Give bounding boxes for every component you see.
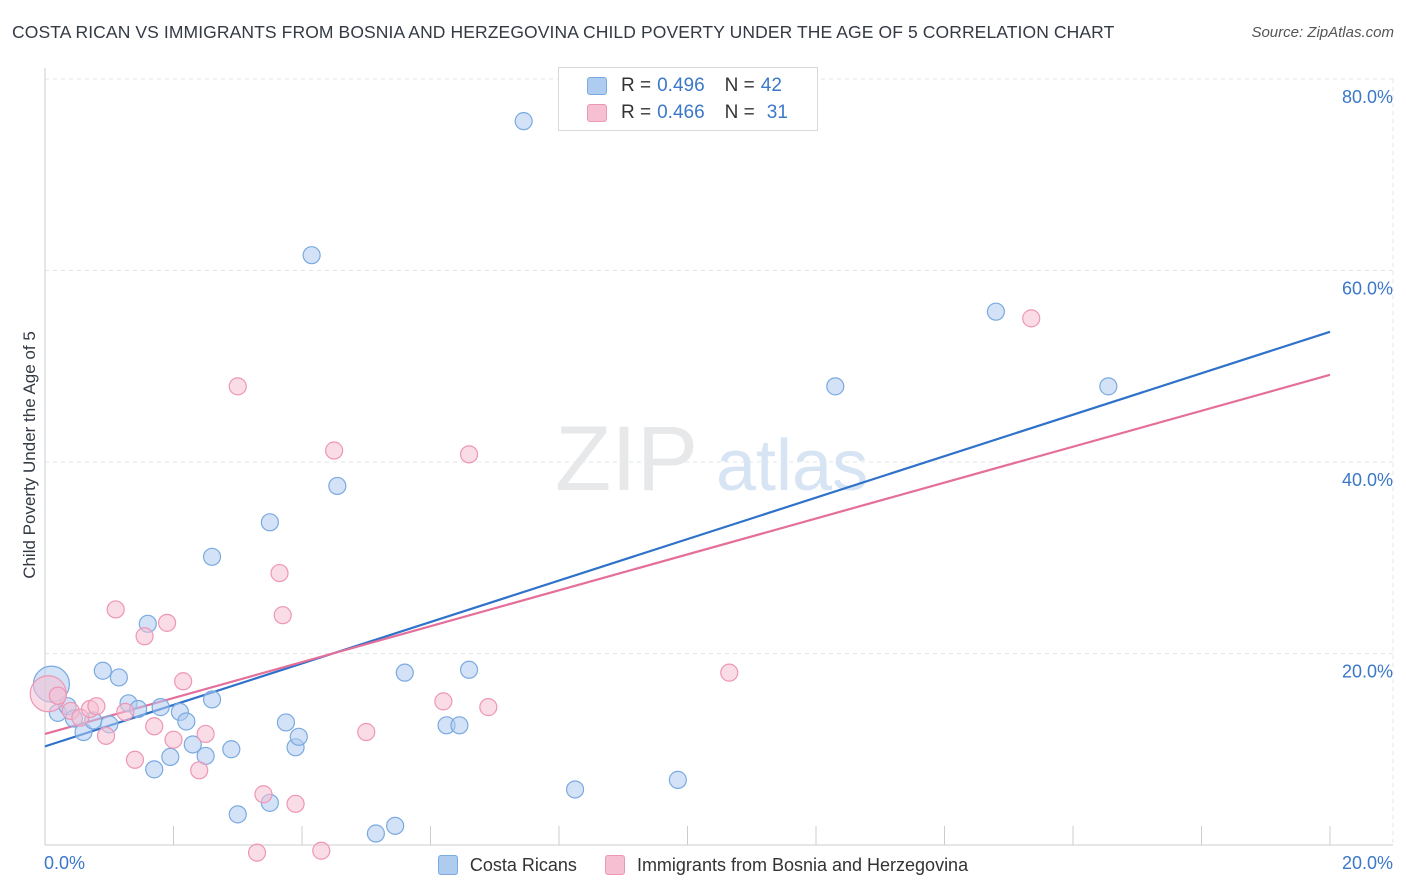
data-point bbox=[386, 816, 405, 835]
axes bbox=[44, 68, 1393, 846]
data-point bbox=[157, 613, 177, 632]
legend-swatch-blue bbox=[587, 77, 607, 95]
data-point bbox=[1099, 377, 1118, 396]
data-point bbox=[196, 724, 215, 744]
r-label: R = bbox=[621, 75, 652, 96]
data-point bbox=[222, 740, 241, 759]
data-point bbox=[514, 112, 533, 131]
data-point bbox=[190, 761, 209, 780]
data-point bbox=[177, 712, 196, 731]
data-point bbox=[826, 377, 845, 396]
data-point bbox=[366, 824, 385, 843]
data-point bbox=[116, 702, 135, 722]
data-point bbox=[228, 805, 247, 824]
data-point bbox=[164, 730, 183, 749]
data-point bbox=[125, 750, 145, 769]
data-point bbox=[247, 843, 267, 862]
tick-labels: 20.0% 40.0% 60.0% 80.0% 0.0% 20.0% bbox=[44, 87, 1393, 873]
data-point bbox=[183, 735, 202, 754]
y-tick-label: 80.0% bbox=[1342, 87, 1393, 107]
data-point bbox=[1022, 309, 1041, 328]
data-point bbox=[161, 747, 180, 767]
data-point bbox=[96, 726, 116, 745]
data-point bbox=[145, 717, 164, 736]
y-tick-label: 20.0% bbox=[1342, 662, 1393, 682]
legend-label: Costa Ricans bbox=[469, 854, 577, 875]
data-point bbox=[273, 606, 292, 625]
data-point bbox=[109, 668, 128, 687]
data-point bbox=[174, 672, 193, 691]
data-point bbox=[228, 377, 247, 396]
chart-title: COSTA RICAN VS IMMIGRANTS FROM BOSNIA AN… bbox=[12, 22, 1115, 42]
data-point bbox=[276, 713, 296, 732]
n-value: 31 bbox=[766, 102, 788, 123]
data-point bbox=[720, 663, 739, 682]
data-point bbox=[325, 441, 344, 460]
data-point bbox=[260, 513, 279, 532]
data-point bbox=[565, 780, 585, 799]
n-value: 42 bbox=[760, 75, 782, 96]
trend-lines bbox=[44, 330, 1331, 748]
data-point bbox=[93, 661, 112, 680]
data-point bbox=[312, 841, 331, 860]
data-point bbox=[202, 690, 222, 709]
n-label: N = bbox=[724, 102, 755, 123]
data-point bbox=[270, 563, 289, 583]
data-point bbox=[151, 698, 170, 717]
data-point bbox=[668, 770, 687, 789]
x-tick-label: 0.0% bbox=[44, 853, 85, 873]
source-credit: Source: ZipAtlas.com bbox=[1251, 24, 1394, 41]
data-point bbox=[328, 476, 347, 496]
data-point bbox=[87, 697, 106, 716]
data-point bbox=[479, 698, 498, 717]
n-label: N = bbox=[724, 75, 755, 96]
y-tick-label: 40.0% bbox=[1342, 470, 1393, 490]
data-point bbox=[289, 727, 308, 746]
legend-swatch-blue bbox=[437, 855, 458, 875]
x-tick-label: 20.0% bbox=[1342, 853, 1393, 873]
legend-swatch-pink bbox=[604, 855, 625, 875]
correlation-legend: R = 0.496 N = 42 R = 0.466 N = 31 bbox=[558, 67, 818, 131]
data-point bbox=[986, 302, 1006, 321]
legend-label: Immigrants from Bosnia and Herzegovina bbox=[636, 854, 969, 875]
legend-swatch-pink bbox=[587, 104, 607, 122]
r-label: R = bbox=[621, 102, 652, 123]
watermark: ZIP atlas bbox=[555, 408, 868, 510]
data-point bbox=[459, 660, 479, 679]
data-points bbox=[29, 112, 1118, 862]
r-value: 0.466 bbox=[657, 102, 705, 123]
legend-row-bosnia: R = 0.466 N = 31 bbox=[587, 100, 788, 126]
data-point bbox=[145, 760, 164, 779]
legend-item-costa-ricans[interactable]: Costa Ricans bbox=[437, 854, 577, 876]
data-point bbox=[202, 547, 222, 566]
grid-lines bbox=[45, 78, 1394, 845]
data-point bbox=[48, 686, 67, 705]
data-point bbox=[302, 246, 321, 265]
series-points-pink bbox=[29, 309, 1041, 862]
data-point bbox=[434, 692, 453, 711]
series-points-blue bbox=[32, 112, 1118, 843]
data-point bbox=[135, 627, 154, 646]
trend-line-blue bbox=[44, 330, 1331, 748]
data-point bbox=[254, 785, 273, 804]
y-tick-label: 60.0% bbox=[1342, 279, 1393, 299]
r-value: 0.496 bbox=[657, 75, 705, 96]
series-legend: Costa Ricans Immigrants from Bosnia and … bbox=[0, 852, 1406, 878]
data-point bbox=[395, 663, 414, 682]
data-point bbox=[357, 722, 376, 742]
data-point bbox=[106, 600, 125, 619]
data-point bbox=[286, 794, 305, 813]
trend-line-pink bbox=[44, 373, 1331, 735]
watermark-atlas: atlas bbox=[716, 426, 868, 506]
legend-item-bosnia[interactable]: Immigrants from Bosnia and Herzegovina bbox=[604, 854, 969, 876]
data-point bbox=[450, 716, 469, 735]
data-point bbox=[459, 445, 479, 464]
watermark-zip: ZIP bbox=[555, 408, 698, 510]
legend-row-costa-ricans: R = 0.496 N = 42 bbox=[587, 73, 782, 99]
